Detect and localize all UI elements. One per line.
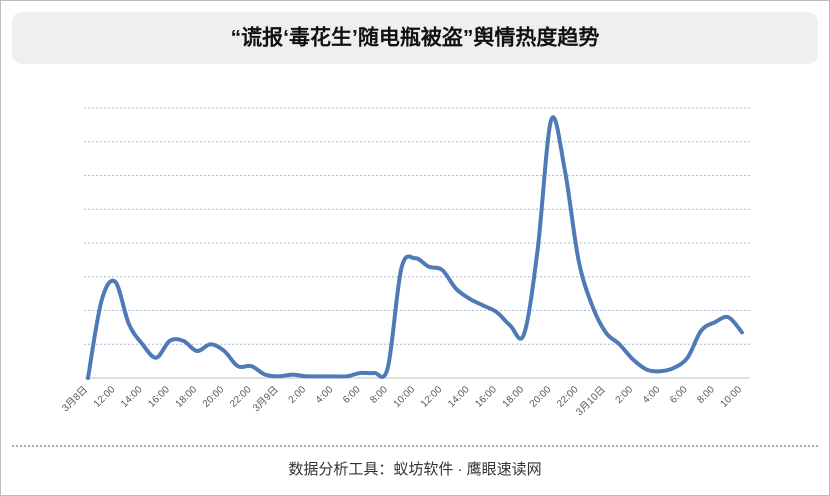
x-tick-label: 18:00 xyxy=(174,384,200,410)
x-tick-label: 22:00 xyxy=(555,384,581,410)
x-tick-label: 3月8日 xyxy=(60,384,90,414)
x-tick-label: 16:00 xyxy=(473,384,499,410)
x-tick-label: 10:00 xyxy=(719,384,745,410)
x-tick-label: 20:00 xyxy=(528,384,554,410)
x-tick-label: 8:00 xyxy=(695,384,717,406)
x-tick-label: 12:00 xyxy=(92,384,118,410)
x-tick-label: 6:00 xyxy=(668,384,690,406)
x-tick-label: 14:00 xyxy=(119,384,145,410)
title-box xyxy=(12,12,818,64)
x-tick-label: 6:00 xyxy=(341,384,363,406)
x-tick-label: 10:00 xyxy=(392,384,418,410)
footer: 数据分析工具：蚁坊软件 · 鹰眼速读网 xyxy=(288,461,541,478)
x-tick-label: 22:00 xyxy=(228,384,254,410)
line-series xyxy=(86,115,744,380)
x-tick-label: 2:00 xyxy=(287,384,309,406)
x-tick-label: 2:00 xyxy=(614,384,636,406)
x-tick-label: 3月10日 xyxy=(573,384,607,418)
x-tick-label: 14:00 xyxy=(446,384,472,410)
x-tick-label: 4:00 xyxy=(314,384,336,406)
chart-title: “谎报‘毒花生’随电瓶被盗”舆情热度趋势 xyxy=(231,26,600,50)
x-tick-label: 20:00 xyxy=(201,384,227,410)
x-tick-label: 16:00 xyxy=(146,384,172,410)
x-tick-label: 8:00 xyxy=(368,384,390,406)
x-tick-label: 18:00 xyxy=(501,384,527,410)
x-tick-label: 3月9日 xyxy=(250,384,280,414)
x-tick-label: 12:00 xyxy=(419,384,445,410)
x-tick-label: 4:00 xyxy=(641,384,663,406)
